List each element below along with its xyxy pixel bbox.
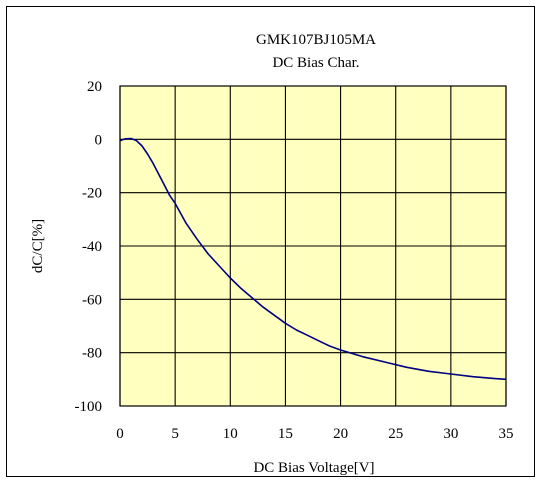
plot-border — [119, 85, 507, 407]
y-tick-label: 20 — [87, 79, 102, 95]
chart-title: GMK107BJ105MA — [256, 32, 376, 48]
y-tick-label: -20 — [82, 186, 102, 202]
y-tick-label: 0 — [95, 132, 103, 148]
x-tick-label: 20 — [333, 426, 348, 442]
chart-subtitle: DC Bias Char. — [272, 55, 359, 71]
x-tick-labels: 0 5 10 15 20 25 30 35 — [116, 426, 513, 442]
x-tick-label: 35 — [499, 426, 514, 442]
x-axis-label: DC Bias Voltage[V] — [253, 460, 374, 476]
x-tick-label: 10 — [223, 426, 238, 442]
y-tick-label: -100 — [75, 399, 103, 415]
y-tick-label: -40 — [82, 239, 102, 255]
x-tick-label: 25 — [388, 426, 403, 442]
y-axis-label: dC/C[%] — [30, 219, 46, 273]
y-tick-label: -80 — [82, 346, 102, 362]
y-tick-label: -60 — [82, 292, 102, 308]
x-tick-label: 15 — [278, 426, 293, 442]
x-tick-label: 5 — [171, 426, 179, 442]
x-tick-label: 30 — [443, 426, 458, 442]
x-tick-label: 0 — [116, 426, 124, 442]
y-tick-labels: 20 0 -20 -40 -60 -80 -100 — [75, 79, 103, 415]
series-line — [119, 137, 507, 381]
